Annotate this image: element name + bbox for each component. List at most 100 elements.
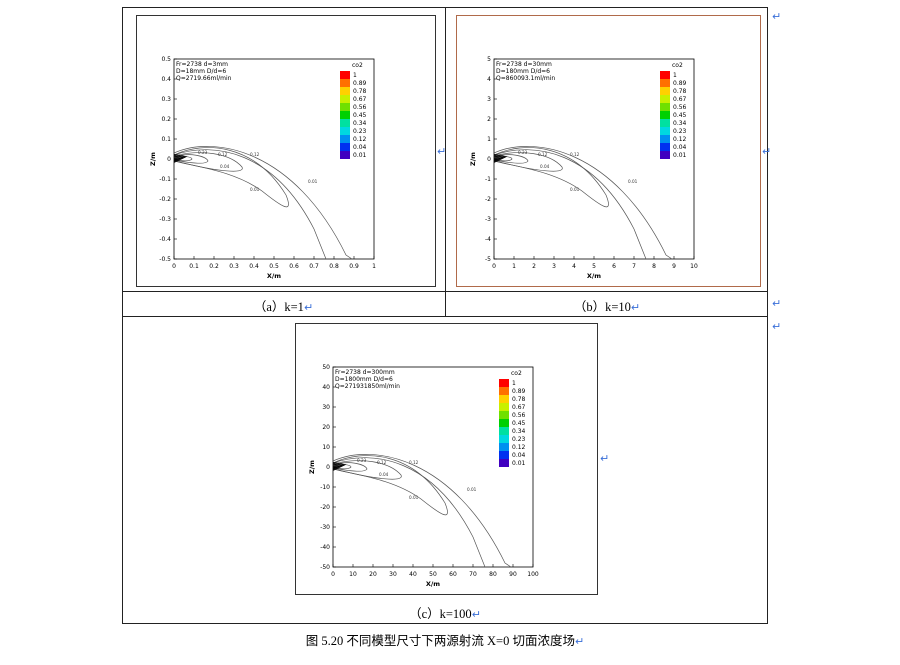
y-tick-label: -5 xyxy=(485,256,491,263)
legend-swatch xyxy=(660,143,670,151)
paragraph-mark-icon: ↵ xyxy=(762,145,772,158)
contour-core xyxy=(332,461,347,471)
y-tick-label: 0 xyxy=(326,464,330,471)
y-tick-label: 0 xyxy=(167,156,171,163)
plot-a: 0 0.1 0.2 0.3 0.4 0.5 0.6 0.7 0.8 0.9 1 0.5 0.4 0.3 0.… xyxy=(136,15,436,287)
contour-label: 0.01 xyxy=(570,187,580,192)
x-axis-label: X/m xyxy=(587,272,601,280)
legend-swatch xyxy=(499,419,509,427)
legend-label: 0.23 xyxy=(673,128,687,135)
legend-swatch xyxy=(340,119,350,127)
legend-label: 0.89 xyxy=(512,388,526,395)
y-tick-label: -30 xyxy=(320,524,330,531)
contour-label: 0.23 xyxy=(198,150,208,155)
x-tick-label: 40 xyxy=(409,571,417,578)
caption-a: （a）k=1↵ xyxy=(122,296,445,315)
x-tick-label: 0.6 xyxy=(289,263,299,270)
contour-label: 0.04 xyxy=(540,164,550,169)
contour-line xyxy=(332,462,368,472)
contour-label: 0.04 xyxy=(220,164,230,169)
x-tick-label: 0.3 xyxy=(229,263,239,270)
info-line: D=18mm D/d=6 xyxy=(176,68,226,75)
contour-core xyxy=(493,154,506,163)
contour-line xyxy=(173,152,243,172)
x-axis-label: X/m xyxy=(267,272,281,280)
caption-a-text: （a）k=1 xyxy=(253,300,304,314)
x-tick-label: 70 xyxy=(469,571,477,578)
y-tick-label: 2 xyxy=(487,116,491,123)
contour-label: 0.01 xyxy=(250,187,260,192)
plot-c: 0 10 20 30 40 50 60 70 80 90 10050403020100-10-20-… xyxy=(295,323,598,595)
x-tick-label: 6 xyxy=(612,263,616,270)
info-line: D=180mm D/d=6 xyxy=(496,68,550,75)
y-tick-label: -50 xyxy=(320,564,330,571)
contour-label: 0.12 xyxy=(570,152,580,157)
legend-label: 0.56 xyxy=(512,412,526,419)
x-tick-label: 60 xyxy=(449,571,457,578)
x-tick-label: 3 xyxy=(552,263,556,270)
info-line: Q=271931850ml/min xyxy=(335,383,400,390)
x-tick-label: 0.1 xyxy=(189,263,199,270)
contour-label: 0.01 xyxy=(467,487,477,492)
paragraph-mark-icon: ↵ xyxy=(600,452,610,465)
x-tick-label: 10 xyxy=(690,263,698,270)
legend-label: 1 xyxy=(353,72,357,79)
contour-label: 0.12 xyxy=(250,152,260,157)
legend-label: 1 xyxy=(673,72,677,79)
y-tick-label: 40 xyxy=(322,384,330,391)
x-tick-label: 0 xyxy=(172,263,176,270)
figure-panel-b: 0 1 2 3 4 5 6 7 8 9 10 5 4 3 2 1 0 -1 -2 -3 -4 -5 X/m Z/m Fr=273… xyxy=(456,15,761,287)
contour-label: 0.12 xyxy=(538,152,548,157)
x-tick-label: 0.8 xyxy=(329,263,339,270)
x-tick-label: 7 xyxy=(632,263,636,270)
legend-label: 1 xyxy=(512,380,516,387)
contour-line xyxy=(173,154,209,164)
legend-swatch xyxy=(340,127,350,135)
y-axis-label: Z/m xyxy=(469,152,477,166)
y-tick-label: 0.3 xyxy=(161,96,171,103)
info-line: Q=2719.66ml/min xyxy=(176,75,232,82)
legend-title: co2 xyxy=(352,62,363,69)
contour-line xyxy=(173,146,353,260)
info-line: Fr=2738 d=30mm xyxy=(496,61,552,68)
caption-b: （b）k=10↵ xyxy=(446,296,768,315)
figure-panel-a: 0 0.1 0.2 0.3 0.4 0.5 0.6 0.7 0.8 0.9 1 0.5 0.4 0.3 0.… xyxy=(136,15,436,287)
contour-core xyxy=(173,153,188,163)
legend-swatch xyxy=(660,151,670,159)
legend-label: 0.04 xyxy=(353,144,367,151)
y-tick-label: -2 xyxy=(485,196,491,203)
table-border-bottom xyxy=(122,623,768,624)
y-tick-label: 10 xyxy=(322,444,330,451)
legend-swatch xyxy=(340,111,350,119)
contour-line xyxy=(173,147,289,208)
plot-b: 0 1 2 3 4 5 6 7 8 9 10543210-1-2-3-4-5X/mZ/mFr=273… xyxy=(456,15,761,287)
legend-swatch xyxy=(499,459,509,467)
legend-label: 0.01 xyxy=(673,152,687,159)
paragraph-mark-icon: ↵ xyxy=(437,145,447,158)
panel-frame xyxy=(456,15,761,287)
legend-swatch xyxy=(660,111,670,119)
x-tick-label: 4 xyxy=(572,263,576,270)
y-tick-label: -20 xyxy=(320,504,330,511)
x-tick-label: 50 xyxy=(429,571,437,578)
y-tick-label: 20 xyxy=(322,424,330,431)
y-tick-label: 30 xyxy=(322,404,330,411)
contour-line xyxy=(493,152,563,172)
legend-swatch xyxy=(499,427,509,435)
y-tick-label: -3 xyxy=(485,216,491,223)
legend-swatch xyxy=(340,95,350,103)
legend-label: 0.67 xyxy=(673,96,687,103)
y-tick-label: 0 xyxy=(487,156,491,163)
legend-label: 0.23 xyxy=(512,436,526,443)
panel-frame xyxy=(136,15,436,287)
legend-swatch xyxy=(499,443,509,451)
legend-label: 0.12 xyxy=(673,136,687,143)
legend-swatch xyxy=(340,79,350,87)
y-tick-label: -0.2 xyxy=(159,196,171,203)
x-tick-label: 0.2 xyxy=(209,263,219,270)
paragraph-mark-icon: ↵ xyxy=(630,301,641,314)
figure-caption-text: 图 5.20 不同模型尺寸下两源射流 X=0 切面浓度场 xyxy=(305,634,575,648)
legend-label: 0.34 xyxy=(512,428,526,435)
legend-swatch xyxy=(340,151,350,159)
legend-swatch xyxy=(499,435,509,443)
